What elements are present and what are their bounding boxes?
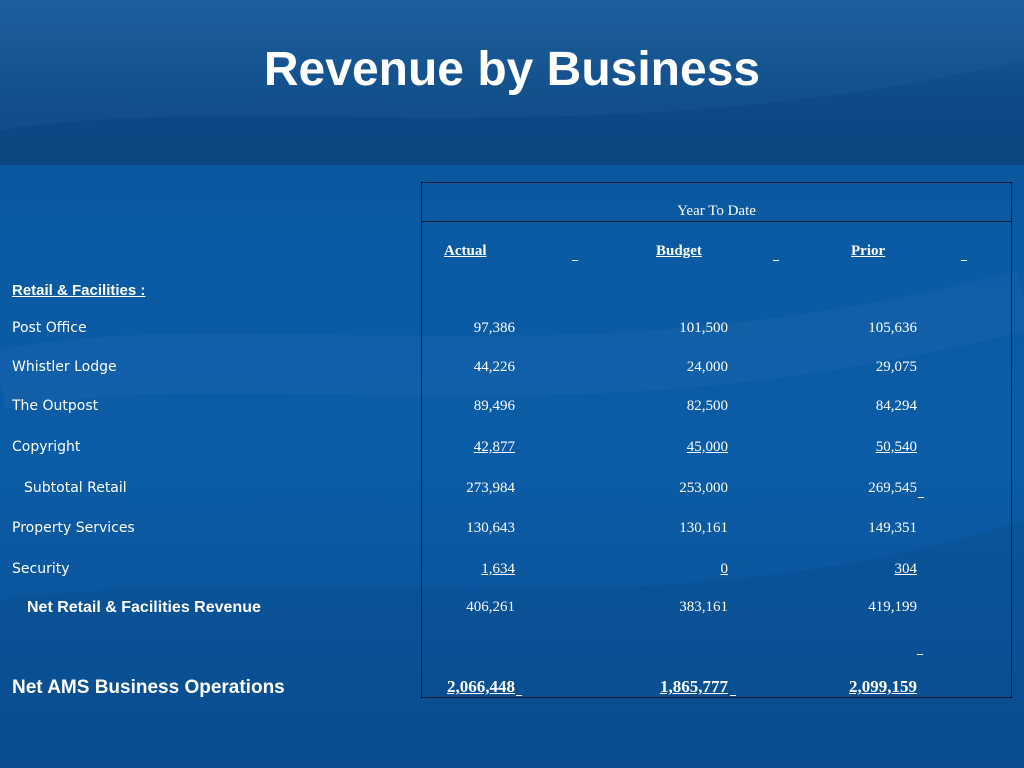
column-header-budget: Budget bbox=[656, 243, 702, 259]
prior-value: 304 bbox=[894, 561, 918, 577]
ytd-table-frame bbox=[421, 182, 1012, 698]
budget-value-cell: 0 bbox=[600, 561, 729, 578]
page-title: Revenue by Business bbox=[263, 43, 761, 96]
actual-value: 44,226 bbox=[473, 359, 515, 375]
cell-dash bbox=[516, 695, 522, 696]
title-band bbox=[0, 0, 1024, 165]
cell-dash bbox=[730, 695, 736, 696]
row-label: Net Retail & Facilities Revenue bbox=[27, 599, 261, 616]
column-header-prior: Prior bbox=[851, 243, 886, 259]
prior-value-cell: 304 bbox=[800, 561, 918, 578]
header-dash bbox=[961, 260, 967, 261]
budget-value: 383,161 bbox=[679, 599, 728, 615]
actual-value: 2,066,448 bbox=[447, 677, 515, 696]
prior-value: 269,545 bbox=[868, 480, 917, 496]
row-label: Copyright bbox=[12, 439, 81, 455]
budget-value-cell: 45,000 bbox=[600, 439, 728, 456]
cell-dash bbox=[918, 497, 924, 498]
prior-value: 50,540 bbox=[875, 439, 917, 455]
actual-value-cell: 42,877 bbox=[400, 439, 515, 456]
budget-value: 0 bbox=[720, 561, 729, 577]
row-label: Net AMS Business Operations bbox=[12, 677, 285, 698]
budget-value: 82,500 bbox=[686, 398, 728, 414]
actual-value: 273,984 bbox=[466, 480, 515, 496]
budget-value: 45,000 bbox=[686, 439, 728, 455]
prior-value: 84,294 bbox=[875, 398, 917, 414]
prior-value: 29,075 bbox=[875, 359, 917, 375]
prior-value: 419,199 bbox=[868, 599, 917, 615]
ytd-header: Year To Date bbox=[677, 203, 756, 219]
ytd-header-divider bbox=[421, 221, 1012, 222]
row-label: The Outpost bbox=[12, 398, 99, 414]
row-label: Property Services bbox=[12, 520, 135, 536]
actual-value: 89,496 bbox=[473, 398, 515, 414]
actual-value: 130,643 bbox=[466, 520, 515, 536]
budget-value: 130,161 bbox=[679, 520, 728, 536]
prior-value: 2,099,159 bbox=[849, 677, 917, 696]
actual-value: 406,261 bbox=[466, 599, 515, 615]
budget-value: 253,000 bbox=[679, 480, 728, 496]
header-dash bbox=[572, 260, 578, 261]
budget-value: 1,865,777 bbox=[660, 677, 728, 696]
prior-value-cell: 50,540 bbox=[800, 439, 917, 456]
row-label: Post Office bbox=[12, 320, 87, 336]
row-label: Whistler Lodge bbox=[12, 359, 117, 375]
prior-value: 149,351 bbox=[868, 520, 917, 536]
header-dash bbox=[773, 260, 779, 261]
prior-value: 105,636 bbox=[868, 320, 917, 336]
budget-value: 101,500 bbox=[679, 320, 728, 336]
row-label: Subtotal Retail bbox=[24, 480, 127, 496]
actual-value: 42,877 bbox=[473, 439, 515, 455]
budget-value: 24,000 bbox=[686, 359, 728, 375]
actual-value: 97,386 bbox=[473, 320, 515, 336]
section-header: Retail & Facilities : bbox=[12, 282, 146, 299]
cell-dash bbox=[917, 654, 923, 655]
column-header-actual: Actual bbox=[444, 243, 487, 259]
actual-value-cell: 1,634 bbox=[400, 561, 515, 578]
row-label: Security bbox=[12, 561, 70, 577]
actual-value: 1,634 bbox=[481, 561, 515, 577]
